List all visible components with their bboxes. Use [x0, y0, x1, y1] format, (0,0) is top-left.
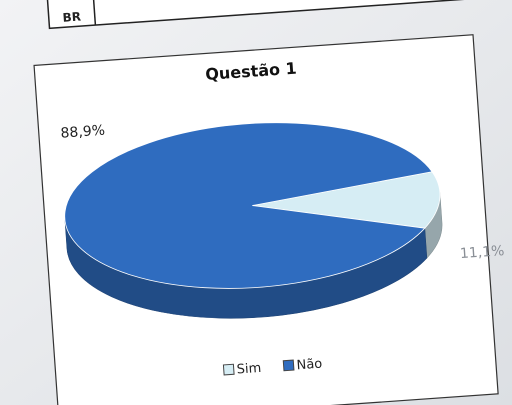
chart: Questão 1 11,1%88,9%Sim Não	[60, 59, 505, 378]
pie-slice	[252, 171, 441, 229]
legend-label: Não	[296, 357, 323, 374]
paper: BR Questão 1 11,1%88,9%Sim Não	[33, 0, 505, 405]
legend-label: Sim	[236, 361, 262, 378]
pie-slice	[64, 122, 433, 289]
legend-swatch	[282, 359, 295, 372]
table-fragment	[46, 0, 490, 30]
table-divider	[92, 0, 97, 26]
data-label: 11,1%	[459, 243, 504, 262]
legend-swatch	[222, 363, 235, 376]
table-text: BR	[62, 10, 81, 25]
data-label: 88,9%	[60, 123, 105, 142]
